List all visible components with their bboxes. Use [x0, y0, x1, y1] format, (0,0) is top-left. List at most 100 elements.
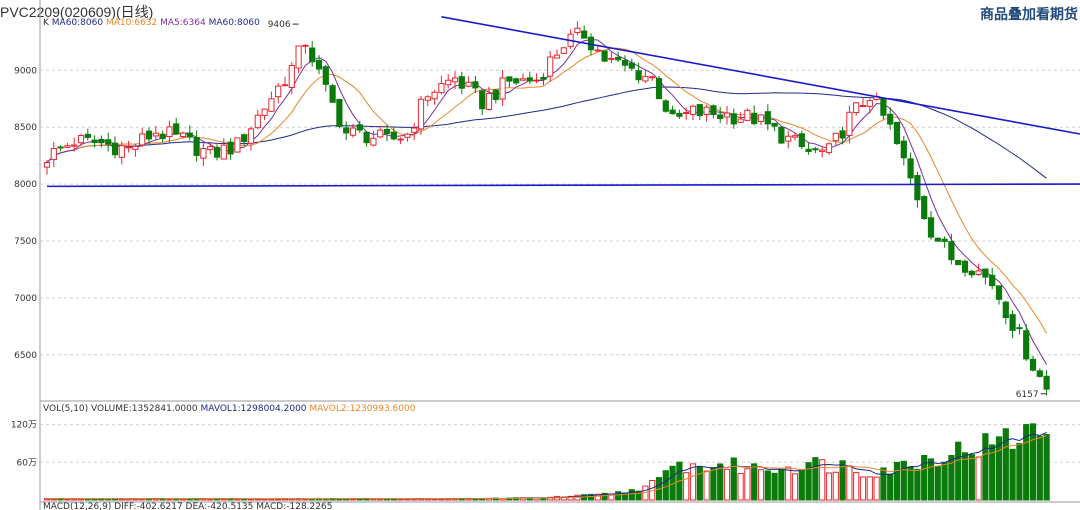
candle-body: [859, 104, 867, 107]
volume-bar: [832, 471, 839, 501]
volume-bar: [703, 470, 710, 501]
candle-body: [179, 132, 187, 138]
legend-item: MA5:6364: [160, 18, 208, 28]
candle-body: [710, 105, 717, 116]
candle-body: [84, 133, 91, 138]
macd-legend: MACD(12,26,9) DIFF:-402.6217 DEA:-420.51…: [43, 502, 332, 510]
annotation-label: 6157: [1016, 390, 1039, 400]
candle-body: [309, 47, 316, 63]
candle-body: [315, 59, 323, 70]
volume-bar: [887, 473, 894, 501]
candle-body: [200, 147, 207, 159]
volume-bar: [948, 454, 955, 501]
candle-body: [689, 105, 697, 115]
volume-bar: [1043, 434, 1050, 501]
candle-body: [159, 133, 166, 140]
candle-body: [1029, 358, 1037, 371]
candle-body: [302, 44, 309, 47]
candle-body: [349, 127, 357, 136]
volume-bar: [798, 469, 805, 501]
candle-body: [254, 114, 261, 129]
candle-body: [723, 112, 731, 118]
annotation-label: 9406: [268, 20, 291, 30]
candle-body: [560, 47, 567, 54]
volume-bar: [900, 460, 907, 501]
candle-body: [526, 77, 533, 82]
volume-bar: [975, 456, 982, 501]
volume-bar: [961, 452, 969, 501]
volume-bar: [955, 441, 962, 501]
candle-body: [57, 146, 64, 149]
candle-body: [975, 270, 982, 276]
legend-item: VOLUME:1352841.0000: [91, 404, 200, 414]
candle-body: [1016, 327, 1023, 330]
legend-item: MAVOL1:1298004.2000: [200, 404, 309, 414]
candle-body: [220, 144, 227, 160]
legend-item: MA10:6632: [106, 18, 160, 28]
candle-body: [166, 126, 173, 137]
candle-body: [921, 196, 928, 220]
volume-bar: [1036, 435, 1043, 501]
candle-body: [111, 142, 119, 156]
candle-body: [615, 56, 622, 61]
candle-body: [281, 84, 289, 87]
legend-prefix: K: [43, 18, 52, 28]
volume-bar: [642, 485, 649, 501]
candle-body: [635, 70, 642, 81]
candle-body: [853, 102, 860, 113]
candle-body: [492, 89, 499, 101]
candle-body: [343, 127, 350, 134]
volume-bar: [825, 472, 833, 501]
candle-body: [152, 132, 159, 137]
candle-body: [703, 106, 710, 116]
legend-item: MA60:8060: [52, 18, 106, 28]
volume-bar: [635, 490, 642, 501]
volume-bar: [628, 489, 635, 501]
volume-bar: [764, 470, 771, 501]
ma5-line: [46, 39, 1048, 365]
candle-body: [451, 77, 459, 83]
candle-body: [71, 144, 78, 147]
candle-body: [268, 98, 275, 112]
candle-body: [288, 64, 295, 88]
candle-body: [186, 132, 193, 138]
volume-bar: [914, 468, 921, 501]
mavol2-line: [47, 435, 1047, 500]
volume-bar: [1023, 424, 1030, 501]
candle-body: [445, 79, 452, 86]
candle-body: [662, 100, 669, 112]
candle-body: [812, 148, 819, 151]
candle-body: [989, 274, 996, 287]
candle-body: [866, 100, 873, 107]
candle-body: [50, 147, 57, 161]
candle-body: [1002, 301, 1009, 319]
volume-bar: [723, 468, 731, 501]
candle-body: [247, 128, 255, 144]
candle-body: [934, 237, 941, 242]
candle-body: [64, 145, 71, 148]
volume-bar: [730, 457, 737, 501]
price-tick-label: 8000: [14, 180, 37, 190]
candle-body: [417, 98, 425, 130]
candle-body: [329, 85, 336, 103]
volume-bar: [1029, 423, 1037, 501]
candle-body: [832, 132, 839, 142]
candle-body: [465, 81, 472, 87]
candle-body: [139, 133, 146, 146]
candle-body: [43, 162, 51, 168]
candle-body: [798, 133, 805, 148]
candle-body: [547, 56, 554, 77]
candle-body: [98, 138, 105, 144]
volume-bar: [785, 466, 792, 501]
candle-body: [778, 126, 785, 144]
volume-legend: VOL(5,10) VOLUME:1352841.0000 MAVOL1:129…: [43, 404, 416, 414]
volume-bar: [662, 470, 669, 501]
candle-body: [499, 77, 506, 100]
volume-bar: [839, 460, 846, 501]
volume-bar: [757, 469, 765, 501]
candle-body: [540, 76, 547, 80]
candle-body: [880, 98, 887, 116]
candle-body: [411, 127, 418, 133]
candle-body: [207, 146, 214, 151]
